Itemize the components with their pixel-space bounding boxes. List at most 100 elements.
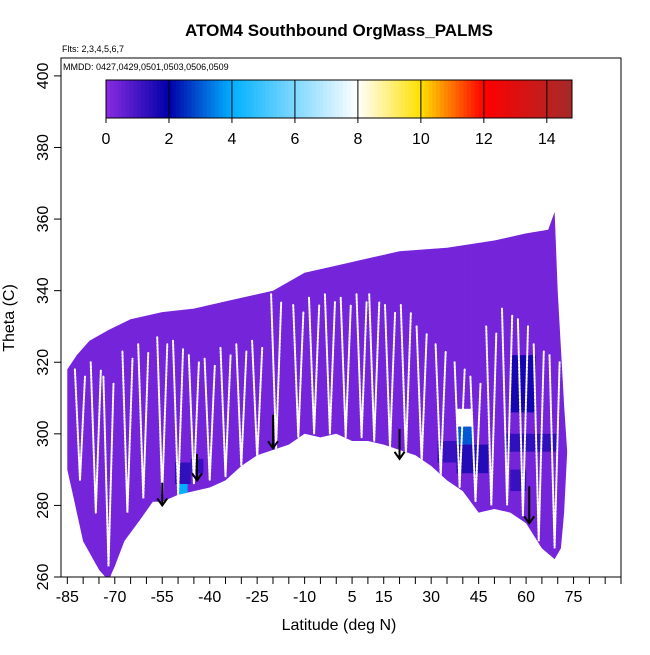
colorbar-segment xyxy=(350,80,355,118)
y-tick-label: 400 xyxy=(35,62,52,89)
colorbar-segment xyxy=(113,80,119,118)
y-tick-label: 280 xyxy=(35,492,52,519)
colorbar-segment xyxy=(342,80,348,118)
colorbar-segment xyxy=(137,80,142,118)
colorbar-segment xyxy=(257,80,262,118)
flight-profile xyxy=(485,325,498,506)
flight-profile xyxy=(339,296,352,438)
chart-title: ATOM4 Southbound OrgMass_PALMS xyxy=(185,21,493,40)
colorbar-segment xyxy=(537,80,542,118)
measurement-stripe xyxy=(593,58,595,577)
x-tick-label: -10 xyxy=(293,589,316,606)
colorbar-segment xyxy=(121,80,126,118)
measurement-stripe xyxy=(129,211,131,577)
colorbar-segment xyxy=(513,80,519,118)
flight-profile xyxy=(219,346,232,477)
data-layer xyxy=(67,58,617,577)
colorbar-segment xyxy=(280,80,286,118)
colorbar-segment xyxy=(362,80,367,118)
measurement-stripe xyxy=(205,211,207,577)
colorbar-segment xyxy=(203,80,208,118)
measurement-stripe xyxy=(212,211,215,577)
colorbar-segment xyxy=(253,80,258,118)
profile-arrow xyxy=(267,414,279,450)
colorbar-segment xyxy=(405,80,410,118)
colorbar-segment xyxy=(436,80,441,118)
colorbar-segment xyxy=(284,80,289,118)
measurement-stripe xyxy=(152,211,154,577)
profile-arrow xyxy=(523,486,536,526)
colorbar-segment xyxy=(439,80,445,118)
colorbar-tick-label: 10 xyxy=(412,131,430,148)
colorbar-segment xyxy=(397,80,402,118)
colorbar-segment xyxy=(467,80,472,118)
x-tick-label: -25 xyxy=(246,589,269,606)
flight-profile xyxy=(548,354,561,549)
measurement-stripe xyxy=(577,58,579,577)
measurement-stripe xyxy=(91,211,93,577)
measurement-stripe xyxy=(501,211,503,577)
measurement-stripe xyxy=(570,58,572,577)
colorbar-segment xyxy=(195,80,200,118)
x-tick-label: -55 xyxy=(151,589,174,606)
colorbar-segment xyxy=(304,80,309,118)
colorbar-segment xyxy=(307,80,313,118)
measurement-stripe xyxy=(182,211,185,577)
flight-profile xyxy=(187,354,200,484)
colorbar-segment xyxy=(490,80,495,118)
colorbar-segment xyxy=(389,80,394,118)
measurement-stripe xyxy=(266,211,268,577)
measurement-stripe xyxy=(608,58,610,577)
profile-arrows xyxy=(156,414,536,526)
flight-profile xyxy=(292,304,305,438)
colorbar-segment xyxy=(265,80,270,118)
colorbar-segment xyxy=(381,80,386,118)
measurement-stripe xyxy=(372,211,374,577)
colorbar-segment xyxy=(408,80,414,118)
measurement-stripe xyxy=(493,211,496,577)
colorbar-segment xyxy=(319,80,324,118)
measurement-stripe xyxy=(425,211,428,577)
x-tick-label: -40 xyxy=(198,589,221,606)
colorbar-segment xyxy=(226,80,231,118)
flight-profile xyxy=(203,357,216,481)
x-tick-label: 15 xyxy=(375,589,393,606)
colorbar-tick-label: 8 xyxy=(353,131,362,148)
colorbar-segment xyxy=(385,80,390,118)
colorbar-segment xyxy=(451,80,456,118)
heatmap-cell xyxy=(456,426,473,445)
x-tick-label: 30 xyxy=(422,589,440,606)
colorbar-segment xyxy=(358,80,363,118)
colorbar-segment xyxy=(140,80,146,118)
measurement-stripe xyxy=(68,211,71,577)
measurement-stripe xyxy=(121,211,124,577)
colorbar-segment xyxy=(412,80,418,118)
measurement-stripe xyxy=(463,211,465,577)
flight-profile xyxy=(532,343,545,542)
colorbar-segment xyxy=(311,80,317,118)
flight-profile xyxy=(308,296,321,434)
flight-profile xyxy=(469,375,482,502)
x-tick-label: -85 xyxy=(56,589,79,606)
measurement-stripe xyxy=(379,211,382,577)
measurement-stripe xyxy=(235,211,238,577)
measurement-stripe xyxy=(311,211,314,577)
measurement-stripe xyxy=(243,211,245,577)
y-axis: 260 280 300 320 340 360 380 400 xyxy=(35,62,61,590)
measurement-stripe xyxy=(334,211,336,577)
colorbar-segment xyxy=(482,80,487,118)
colorbar-segment xyxy=(521,80,526,118)
colorbar-segment xyxy=(234,80,239,118)
y-tick-label: 260 xyxy=(35,564,52,591)
colorbar-segment xyxy=(494,80,499,118)
measurement-stripe xyxy=(114,211,116,577)
flight-profile xyxy=(368,293,381,442)
measurement-stripe xyxy=(387,211,390,577)
flight-profile xyxy=(270,293,283,449)
measurement-stripe xyxy=(448,211,450,577)
flight-profile xyxy=(355,293,368,438)
measurement-stripe xyxy=(615,58,617,577)
colorbar-tick-label: 4 xyxy=(227,131,236,148)
colorbar-segment xyxy=(218,80,223,118)
colorbar-segment xyxy=(552,80,557,118)
